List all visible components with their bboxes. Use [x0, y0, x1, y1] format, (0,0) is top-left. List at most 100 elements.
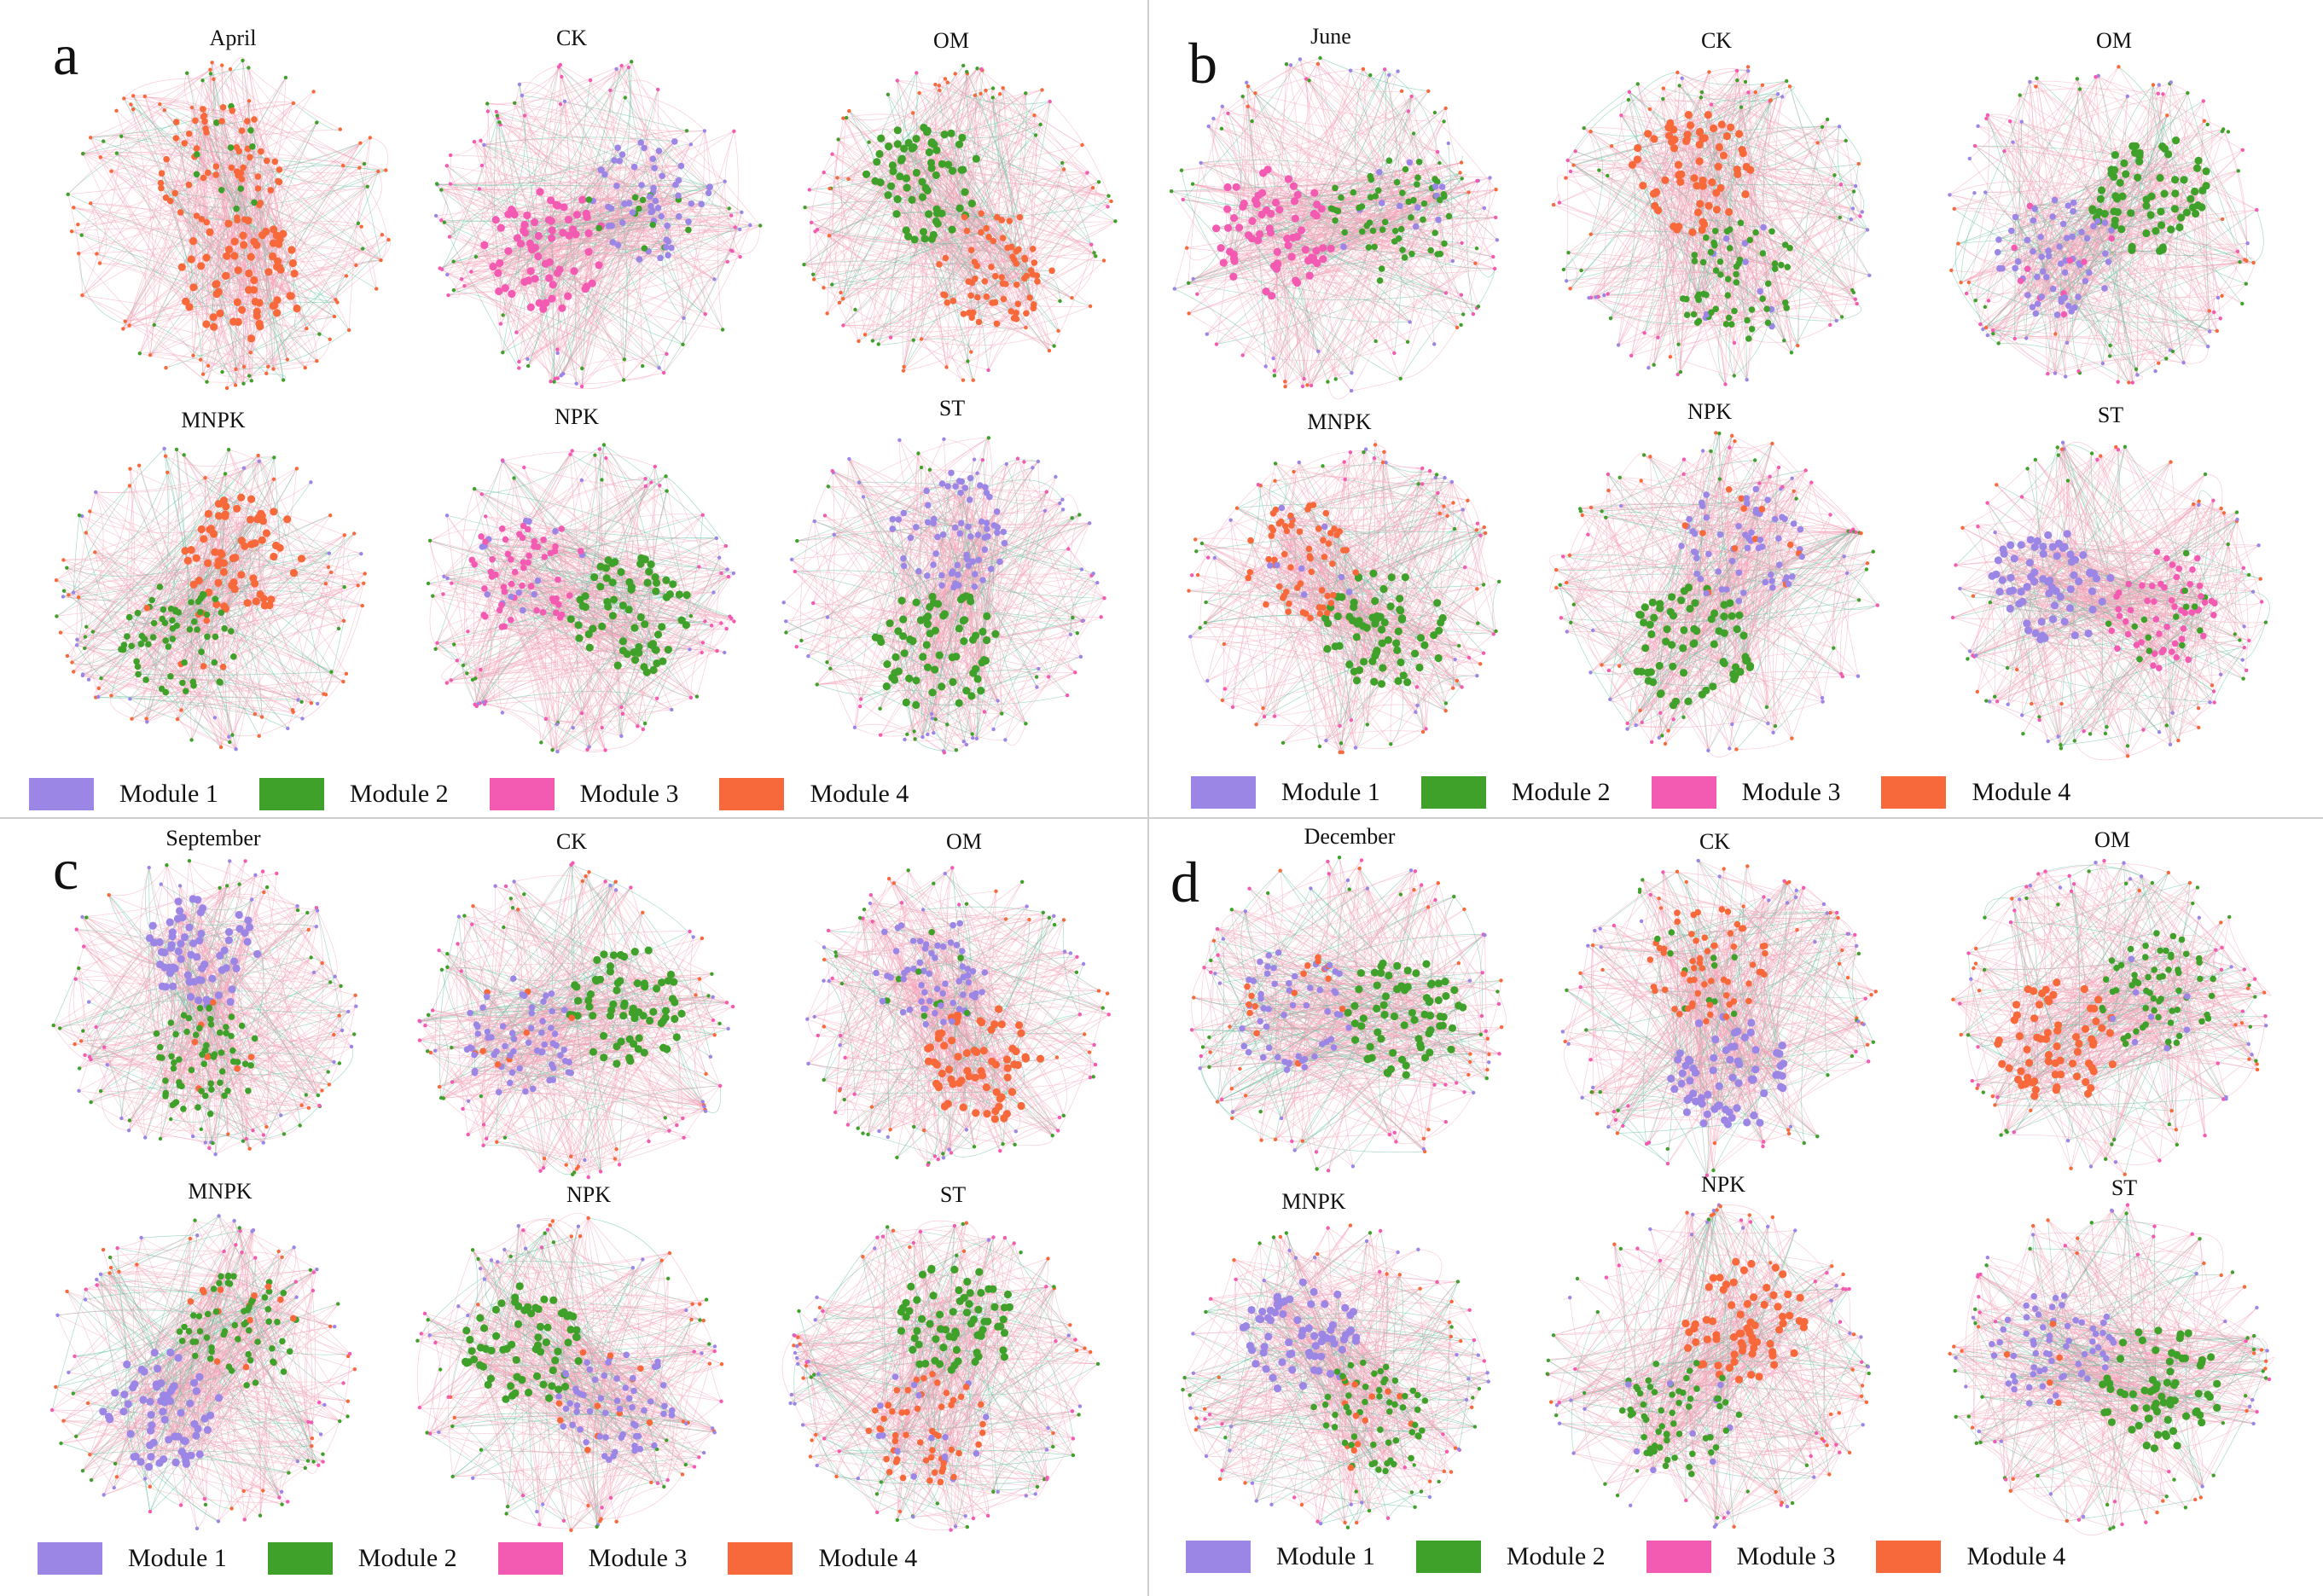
network-node	[602, 574, 611, 583]
network-node	[1467, 978, 1472, 983]
network-node	[1373, 443, 1378, 447]
network-node	[573, 1012, 582, 1020]
network-node	[1403, 966, 1412, 975]
network-node	[558, 304, 566, 312]
network-node	[1384, 635, 1392, 644]
network-node	[538, 1169, 543, 1173]
network-node	[2088, 1164, 2094, 1169]
network-node	[261, 1133, 266, 1137]
network-node	[472, 140, 477, 144]
network-node	[2029, 304, 2036, 310]
network-node	[942, 751, 947, 755]
network-node	[2075, 577, 2083, 586]
network-node	[1272, 714, 1277, 718]
network-node	[341, 618, 346, 623]
network-node	[1382, 450, 1386, 454]
network-node	[1734, 920, 1741, 928]
network-node	[1855, 674, 1861, 678]
network-node	[550, 1219, 555, 1223]
network-node	[978, 229, 984, 236]
network-node	[2170, 349, 2175, 354]
network-node	[957, 165, 966, 174]
network-graph	[1169, 55, 1500, 400]
network-node	[1598, 926, 1602, 931]
network-node	[1710, 609, 1719, 618]
network-node	[551, 548, 559, 554]
network-node	[950, 1000, 956, 1007]
network-node	[1656, 335, 1660, 340]
network-node	[1283, 1066, 1291, 1073]
network-node	[664, 977, 672, 985]
network-node	[618, 647, 627, 655]
network-node	[531, 243, 539, 252]
network-node	[289, 569, 299, 577]
network-node	[1008, 1088, 1017, 1096]
network-node	[1709, 1066, 1717, 1075]
network-node	[1071, 1453, 1076, 1458]
network-node	[526, 303, 535, 311]
network-node	[2038, 253, 2045, 260]
network-node	[169, 1117, 173, 1122]
network-node	[238, 1022, 246, 1030]
legend-swatch	[497, 1542, 563, 1575]
network-node	[684, 1421, 688, 1426]
network-node	[620, 952, 629, 961]
network-node	[1385, 972, 1393, 980]
network-node	[635, 1034, 643, 1042]
network-node	[2099, 454, 2103, 458]
network-node	[1700, 134, 1709, 142]
network-node	[947, 1366, 955, 1374]
network-node	[1421, 1146, 1426, 1152]
network-node	[928, 688, 937, 697]
network-node	[305, 326, 309, 331]
network-node	[1658, 711, 1663, 715]
network-node	[1709, 682, 1717, 691]
network-node	[1982, 967, 1987, 972]
network-node	[318, 1432, 323, 1436]
network-node	[2082, 277, 2089, 285]
network-node	[945, 80, 950, 84]
network-node	[847, 108, 851, 113]
network-node	[1071, 615, 1075, 620]
network-node	[80, 293, 84, 298]
network-node	[1728, 612, 1736, 620]
network-node	[327, 1082, 332, 1087]
network-node	[199, 1051, 206, 1058]
network-node	[1386, 602, 1395, 611]
network-node	[1296, 528, 1304, 535]
network-node	[95, 1283, 99, 1287]
network-node	[208, 1348, 215, 1355]
network-node	[1373, 1004, 1381, 1013]
legend-swatch	[1186, 1541, 1251, 1573]
network-node	[1275, 206, 1284, 214]
network-node	[1725, 314, 1733, 322]
network-node	[514, 1320, 523, 1328]
network-node	[1684, 111, 1693, 119]
network-node	[1052, 1285, 1056, 1289]
network-node	[1021, 1053, 1030, 1061]
network-node	[1679, 644, 1687, 653]
network-node	[186, 993, 195, 1001]
network-node	[1060, 508, 1066, 512]
network-node	[965, 278, 973, 285]
network-node	[688, 200, 695, 207]
legend-swatch	[1415, 1541, 1481, 1573]
network-node	[2030, 1092, 2039, 1100]
network-node	[924, 1057, 933, 1065]
network-node	[972, 154, 980, 163]
network-node	[277, 1495, 282, 1500]
network-node	[2029, 1078, 2037, 1087]
network-node	[276, 178, 283, 186]
network-edges	[416, 1212, 723, 1531]
network-node	[417, 1019, 421, 1023]
network-node	[636, 256, 643, 263]
network-node	[2114, 444, 2118, 450]
network-node	[1740, 1033, 1749, 1042]
network-node	[329, 570, 334, 575]
network-node	[1315, 1167, 1319, 1171]
network-node	[2082, 1077, 2090, 1087]
network-node	[1190, 182, 1195, 186]
network-node	[365, 184, 369, 189]
network-node	[1433, 475, 1437, 479]
network-node	[613, 986, 621, 995]
